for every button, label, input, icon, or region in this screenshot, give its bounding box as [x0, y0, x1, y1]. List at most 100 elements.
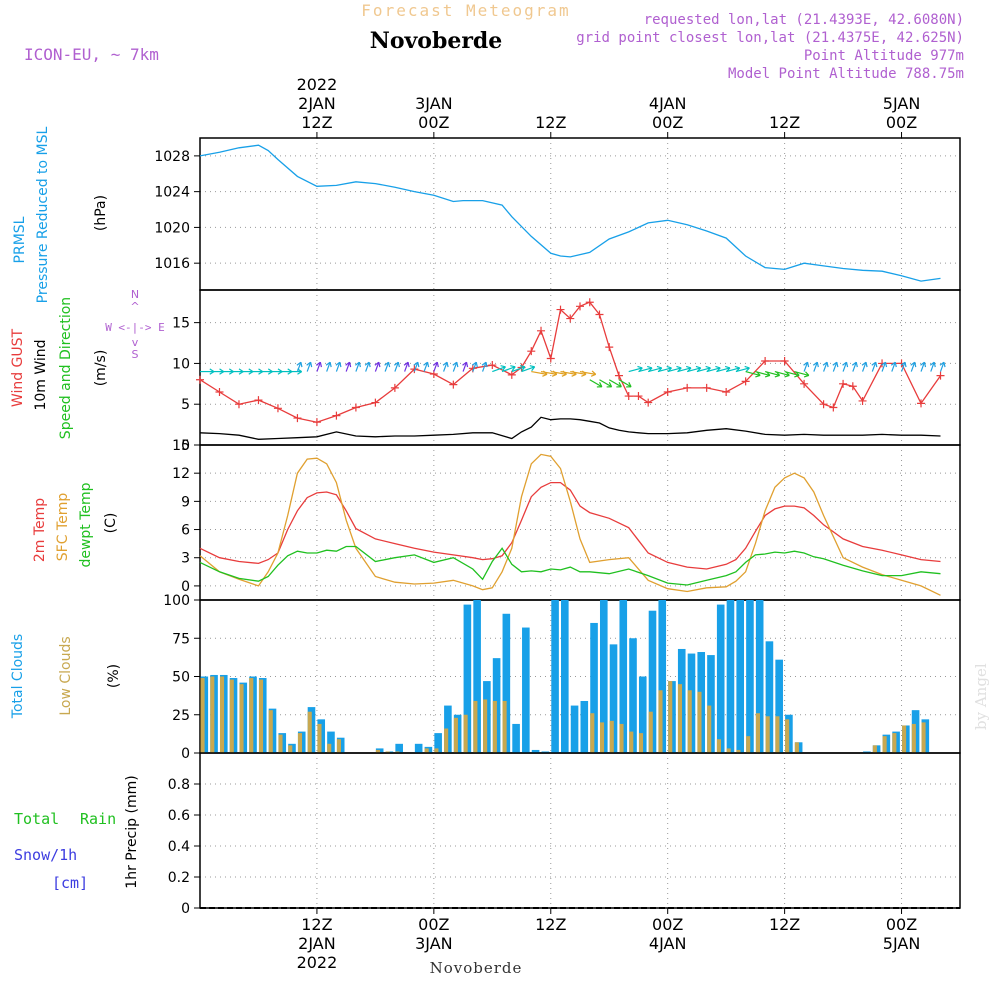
- gust-marker: [663, 387, 672, 396]
- compass-n: N: [131, 288, 139, 301]
- precip-total-label: Total: [14, 810, 59, 828]
- wind-arrow: [531, 370, 548, 375]
- wind-arrow-head: [354, 361, 361, 368]
- wind-arrow-head: [481, 361, 488, 368]
- gust-marker: [196, 375, 204, 384]
- wind-arrow: [696, 367, 711, 373]
- low-cloud-bar: [707, 705, 712, 753]
- panel-clouds: 0 25 50 75 100: [163, 593, 961, 762]
- wind-arrow-head: [306, 361, 313, 368]
- x-tick-label-bottom: 4JAN: [649, 934, 687, 953]
- gust-marker: [410, 365, 419, 374]
- compass-s: S: [132, 348, 139, 361]
- wind-arrow-head: [590, 370, 597, 377]
- y-tick-label: 50: [172, 670, 190, 686]
- low-cloud-bar: [882, 736, 887, 753]
- wind-arrow-head: [423, 361, 430, 368]
- wind-arrow: [345, 361, 351, 372]
- requested-coords: requested lon,lat (21.4393E, 42.6080N): [644, 12, 964, 28]
- total-cloud-bar: [590, 622, 598, 753]
- total-clouds-label: Total Clouds: [10, 634, 26, 719]
- wind-arrow: [462, 361, 468, 372]
- wind-arrow: [910, 361, 916, 372]
- total-cloud-bar: [434, 733, 442, 753]
- wind-arrow: [306, 361, 312, 372]
- low-cloud-bar: [638, 733, 644, 753]
- gust-marker: [537, 326, 546, 335]
- wind-arrow: [472, 361, 477, 372]
- wind-arrow: [725, 367, 740, 373]
- gust-marker: [702, 383, 711, 392]
- 2m-temp-line: [199, 481, 941, 570]
- wind-arrow: [570, 370, 587, 375]
- wind-arrow-head: [452, 361, 459, 368]
- gust-marker: [546, 354, 555, 363]
- total-cloud-bar: [629, 638, 637, 753]
- precip-snow-label: Snow/1h: [14, 846, 77, 864]
- wind-arrow: [842, 361, 848, 372]
- wind-arrow-head: [316, 361, 323, 368]
- low-cloud-bar: [434, 748, 439, 753]
- y-tick-label: 0.4: [168, 839, 190, 855]
- wind-arrow-head: [500, 365, 506, 372]
- wind-arrow: [628, 367, 643, 373]
- wind-arrow: [920, 361, 926, 372]
- low-cloud-bar: [746, 736, 751, 753]
- total-cloud-bar: [609, 644, 618, 753]
- wind-arrow-head: [822, 361, 829, 368]
- y-tick-label: 3: [181, 551, 190, 567]
- low-cloud-bar: [892, 733, 897, 753]
- wind-arrow: [852, 361, 857, 372]
- gust-marker: [839, 379, 848, 388]
- low-cloud-bar: [424, 748, 429, 753]
- wind-arrow: [862, 361, 867, 372]
- total-cloud-bar: [414, 743, 423, 753]
- total-cloud-bar: [502, 613, 511, 753]
- wind-arrow: [930, 361, 935, 372]
- pressure-unit: (hPa): [93, 195, 109, 231]
- wind-arrow: [745, 370, 761, 377]
- y-tick-label: 75: [172, 631, 190, 647]
- x-tick-label-top: 00Z: [418, 113, 449, 132]
- t2m-label: 2m Temp: [32, 498, 48, 562]
- low-cloud-bar: [629, 731, 634, 753]
- panel-precipitation: 0 0.2 0.4 0.6 0.8: [168, 752, 961, 917]
- compass-label: W <-|-> E: [105, 321, 165, 334]
- low-cloud-bar: [609, 720, 614, 753]
- wind-arrow-head: [442, 361, 449, 368]
- wind-arrow: [452, 361, 458, 372]
- low-cloud-bar: [288, 745, 293, 753]
- wind-arrow-head: [403, 361, 410, 368]
- low-cloud-bar: [590, 713, 595, 753]
- wind-arrow: [599, 379, 612, 388]
- footer-station: Novoberde: [430, 959, 523, 977]
- y-tick-label: 1016: [154, 256, 190, 272]
- gust-marker: [566, 314, 575, 323]
- wind-arrow-head: [910, 361, 917, 368]
- wind-arrow: [667, 367, 682, 373]
- wind-arrow-head: [861, 361, 868, 368]
- total-cloud-bar: [707, 655, 715, 753]
- low-cloud-bar: [619, 723, 624, 753]
- gust-marker: [614, 371, 623, 380]
- pressure-line: [199, 144, 941, 282]
- low-cloud-bar: [658, 690, 663, 753]
- panel-frame: [199, 444, 961, 601]
- low-cloud-bar: [697, 691, 702, 753]
- wind-arrow: [404, 361, 409, 372]
- y-tick-label: 15: [172, 316, 190, 332]
- y-tick-label: 0: [181, 746, 190, 762]
- total-cloud-bar: [619, 600, 628, 753]
- pressure-label-b: Pressure Reduced to MSL: [35, 126, 51, 303]
- dewpt-temp-line: [199, 545, 941, 586]
- total-cloud-bar: [512, 723, 520, 753]
- gust-marker: [576, 302, 584, 311]
- total-cloud-bar: [716, 604, 725, 753]
- total-cloud-bar: [599, 600, 608, 753]
- wind-arrow-head: [413, 361, 420, 368]
- low-cloud-bar: [395, 751, 400, 753]
- wind-arrow: [803, 361, 809, 372]
- wind-arrow: [618, 379, 632, 388]
- gust-marker: [293, 414, 302, 423]
- wind-arrow-head: [626, 382, 632, 388]
